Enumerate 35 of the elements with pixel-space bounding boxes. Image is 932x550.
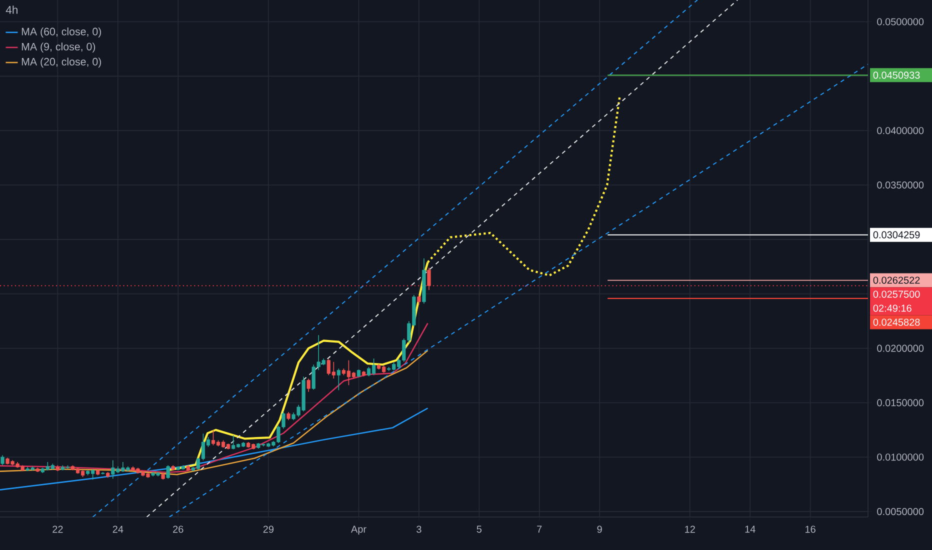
ref-line-label: 0.0450933 (873, 72, 920, 79)
x-tick-label: 26 (173, 526, 184, 533)
x-tick-label: 24 (112, 526, 124, 533)
candlestick (336, 368, 340, 391)
y-tick-label: 0.0150000 (877, 399, 924, 406)
legend-label: MA (9, close, 0) (22, 42, 96, 53)
x-tick-label: 3 (416, 526, 422, 533)
y-tick-label: 0.0500000 (877, 18, 924, 26)
y-tick-label: 0.0400000 (877, 127, 924, 134)
chart-title: 4h (6, 6, 18, 14)
candlestick (166, 464, 170, 480)
y-tick-label: 0.0200000 (877, 344, 924, 352)
x-tick-label: 12 (685, 526, 695, 533)
x-tick-label: 7 (537, 526, 542, 533)
x-tick-label: 9 (597, 526, 602, 533)
x-tick-label: 14 (745, 526, 756, 533)
legend-label: MA (60, close, 0) (22, 28, 102, 38)
legend-label: MA (20, close, 0) (22, 58, 102, 68)
ref-line-label: 0.0245828 (873, 318, 920, 326)
x-tick-label: 29 (263, 526, 274, 533)
ref-line-label: 0.0262522 (873, 276, 920, 284)
x-tick-label: 5 (476, 526, 482, 533)
y-tick-label: 0.0100000 (877, 454, 924, 461)
ref-line-label: 0.0257500 (873, 290, 920, 298)
x-tick-label: 22 (52, 526, 63, 533)
ref-line-label: 0.0304259 (873, 231, 920, 238)
candlestick (306, 378, 310, 392)
candlestick (417, 294, 421, 306)
candlestick (0, 454, 4, 466)
candlestick (427, 267, 431, 290)
text: 02:49:16 (873, 304, 912, 312)
x-tick-label: Apr (350, 526, 366, 535)
y-tick-label: 0.0350000 (877, 181, 924, 189)
y-tick-label: 0.0050000 (877, 508, 924, 516)
x-tick-label: 16 (805, 526, 816, 533)
